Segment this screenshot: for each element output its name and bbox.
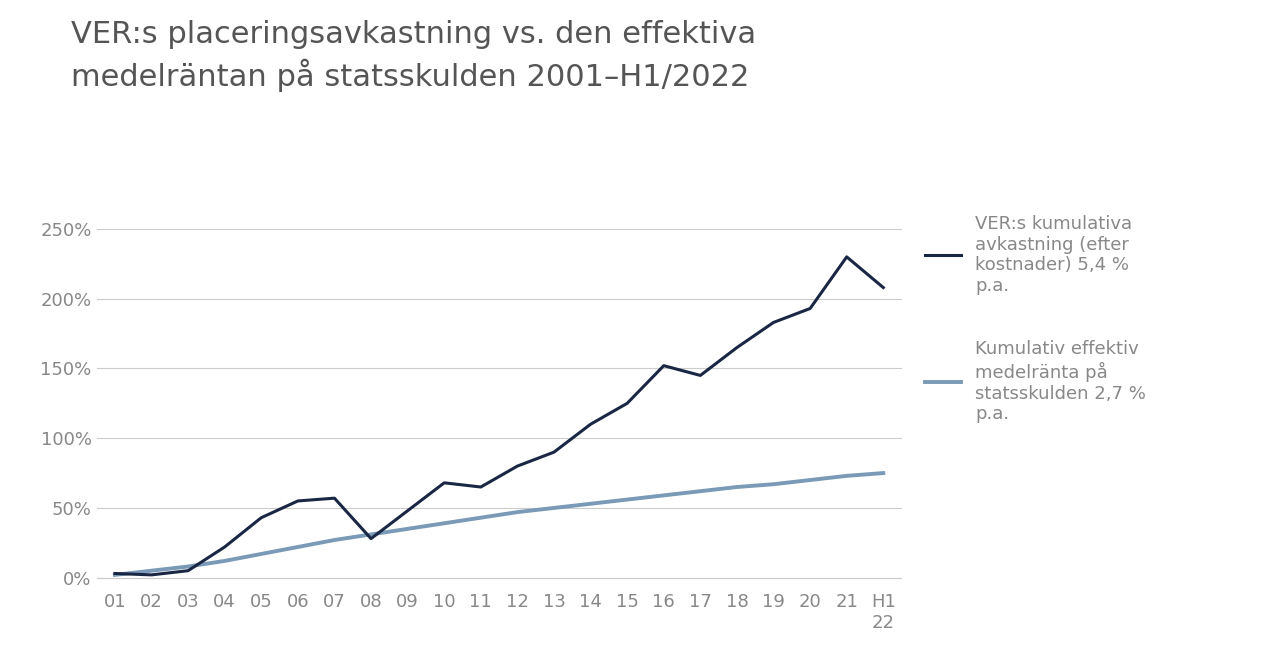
Legend: VER:s kumulativa
avkastning (efter
kostnader) 5,4 %
p.a., Kumulativ effektiv
med: VER:s kumulativa avkastning (efter kostn… [917,208,1154,431]
Text: VER:s placeringsavkastning vs. den effektiva
medelräntan på statsskulden 2001–H1: VER:s placeringsavkastning vs. den effek… [71,20,756,92]
